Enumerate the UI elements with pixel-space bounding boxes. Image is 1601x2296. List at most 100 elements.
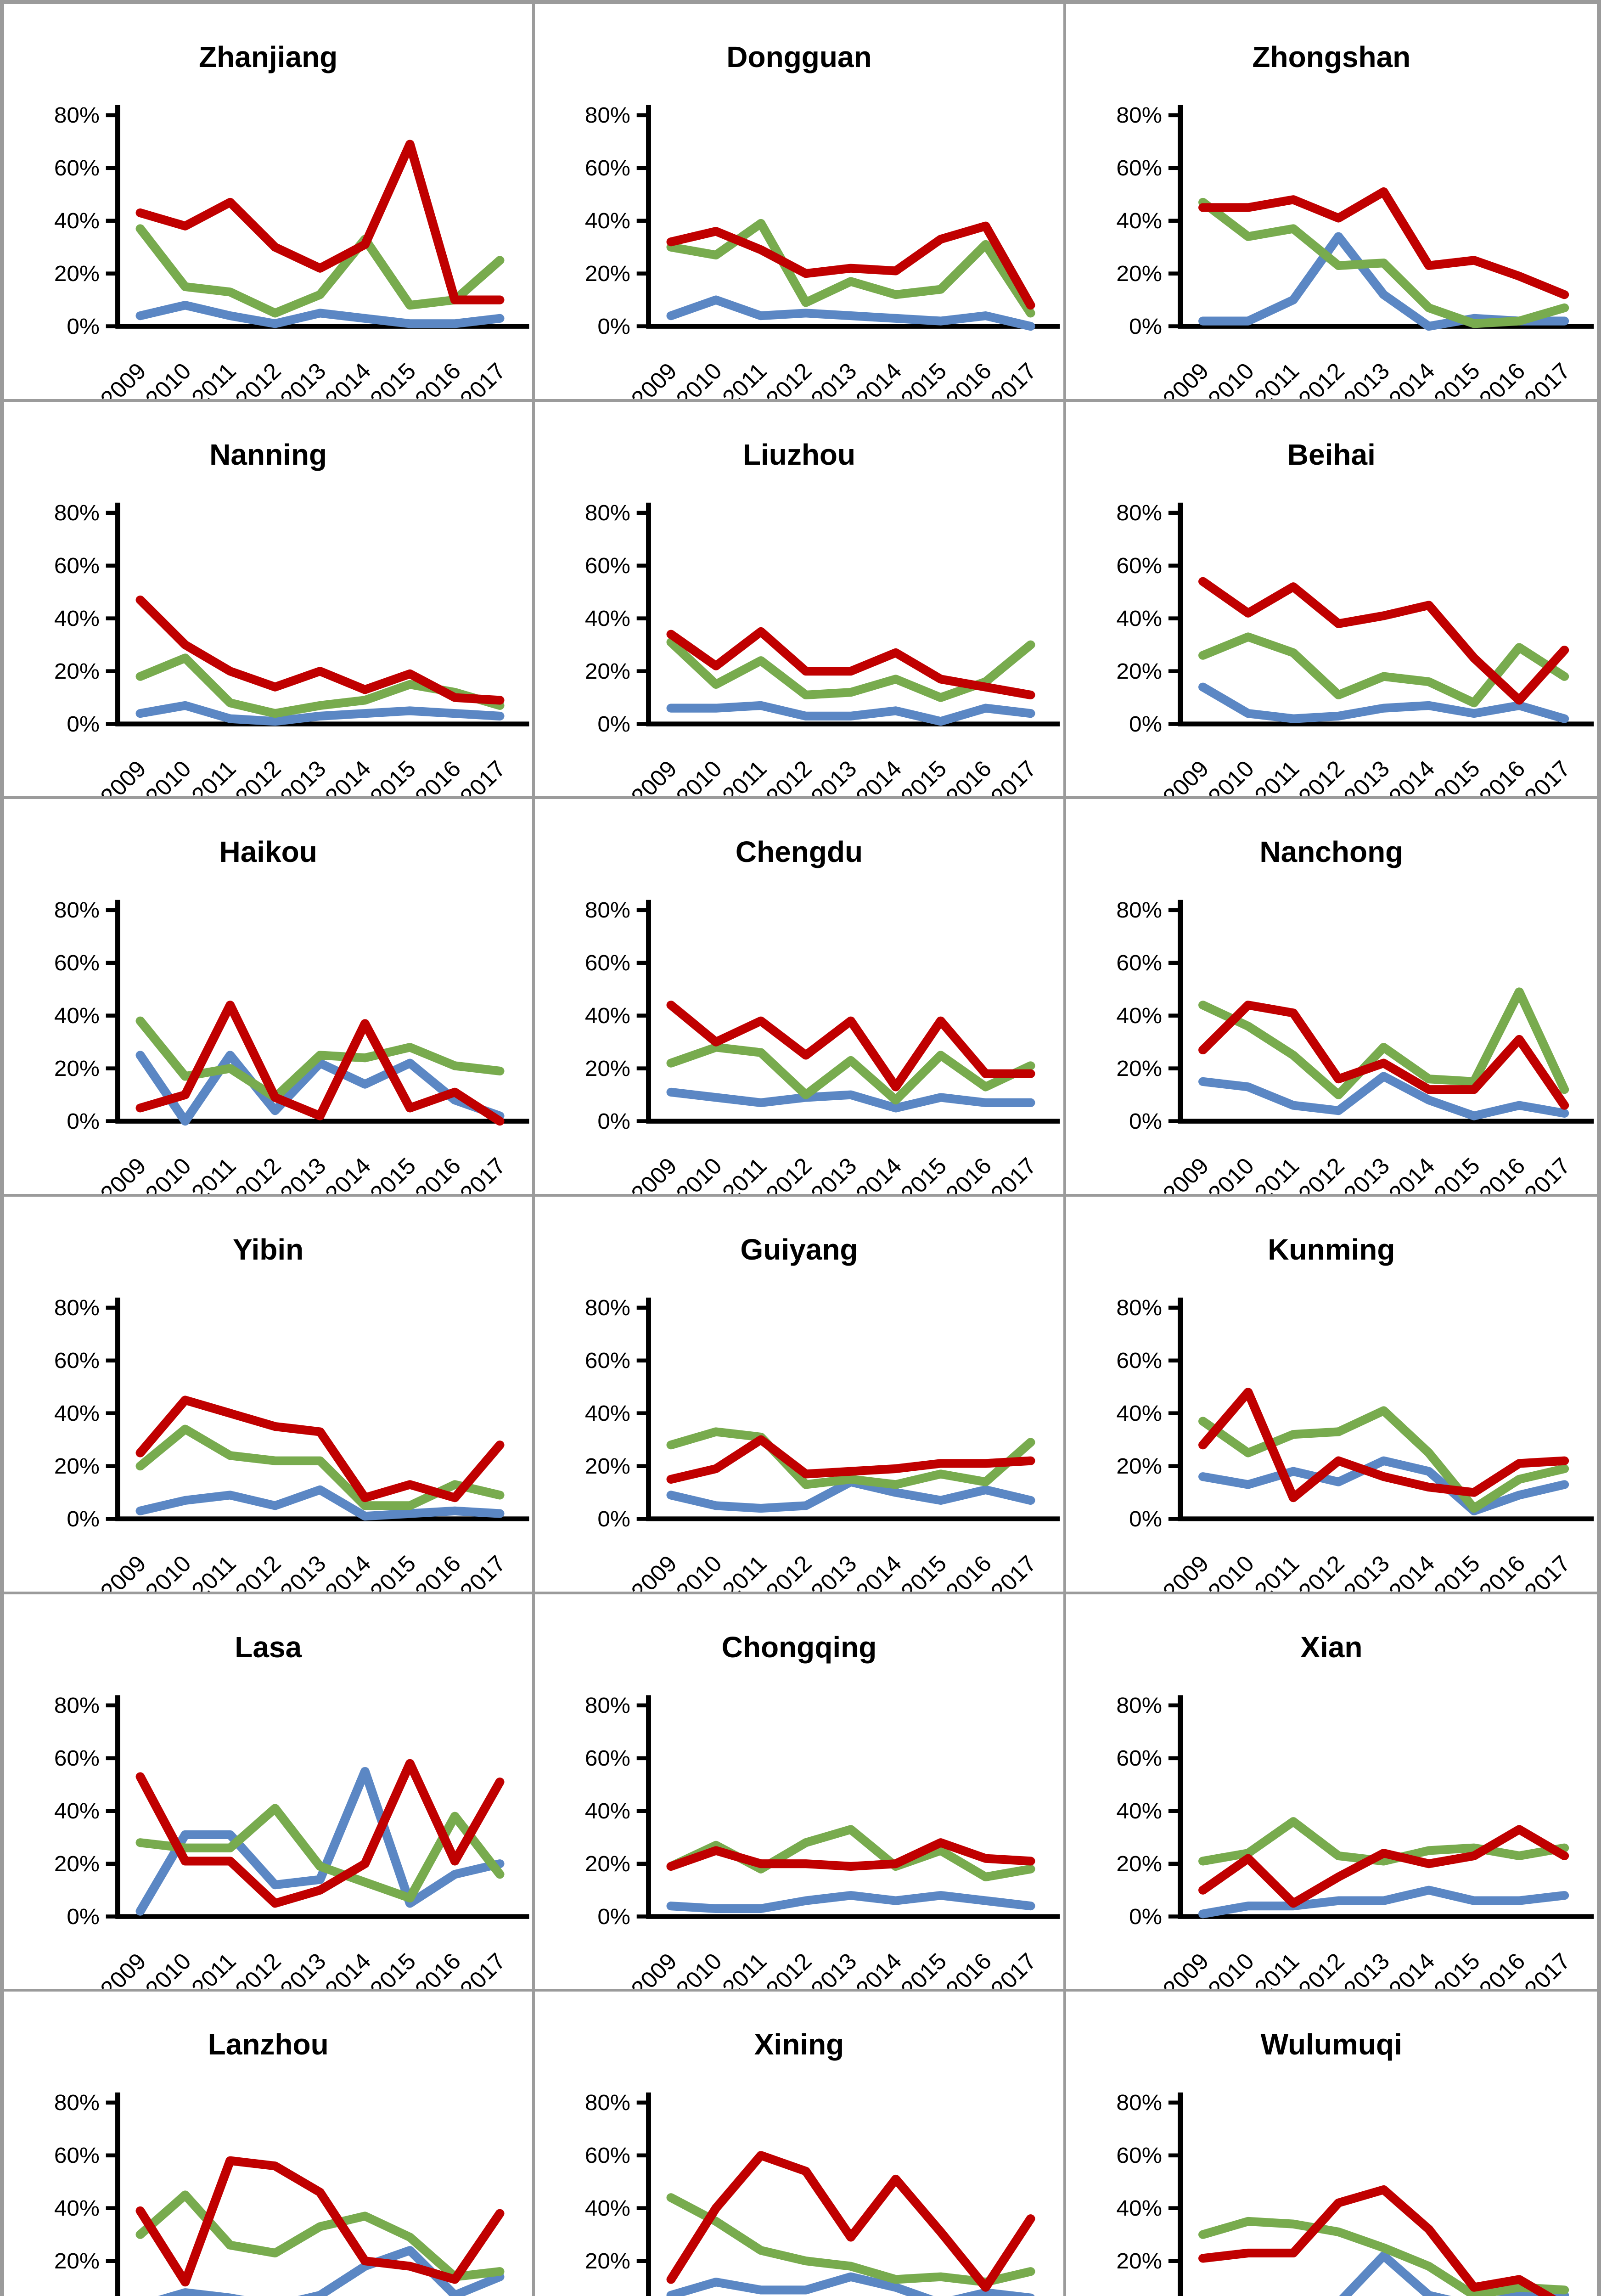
- y-tick-label: 80%: [1116, 1694, 1162, 1718]
- line-chart: 0%20%40%60%80%20092010201120122013201420…: [1116, 2091, 1569, 2296]
- y-tick-label: 40%: [1116, 1799, 1162, 1823]
- chart-title: Lasa: [235, 1630, 302, 1664]
- y-tick-label: 20%: [54, 659, 100, 683]
- y-tick-label: 80%: [585, 2091, 630, 2115]
- y-tick-label: 20%: [54, 1057, 100, 1081]
- series-industrial: [666, 1435, 1035, 1484]
- series-residential: [135, 1804, 505, 1902]
- y-tick-label: 80%: [54, 103, 100, 128]
- line-chart: 0%20%40%60%80%20092010201120122013201420…: [54, 2091, 505, 2296]
- y-tick-label: 40%: [585, 209, 630, 233]
- y-tick-label: 80%: [54, 2091, 100, 2115]
- y-tick-label: 40%: [1116, 606, 1162, 630]
- y-tick-label: 40%: [1116, 2196, 1162, 2221]
- chart-title: Dongguan: [726, 40, 872, 73]
- y-tick-label: 60%: [585, 553, 630, 578]
- y-tick-label: 80%: [54, 898, 100, 923]
- y-tick-label: 80%: [1116, 2091, 1162, 2115]
- chart-cell-chongqing: Chongqing 0% 20% 40% 60% 80% 2009 2010 2011 2012…: [535, 1594, 1066, 1992]
- series-industrial: [666, 1001, 1035, 1092]
- chart-title: Wulumuqi: [1260, 2028, 1402, 2061]
- y-tick-label: 80%: [585, 1693, 630, 1717]
- chart-cell-liuzhou: Liuzhou 0% 20% 40% 60% 80% 2009 2010 2011 2012 20…: [535, 401, 1066, 799]
- series-commercial: [135, 301, 505, 328]
- series-commercial: [666, 1088, 1035, 1113]
- series-commercial: [1198, 1072, 1569, 1121]
- y-tick-label: 60%: [54, 156, 100, 180]
- y-tick-label: 0%: [67, 1507, 100, 1531]
- series-residential: [135, 224, 505, 318]
- line-chart: 0%20%40%60%80%20092010201120122013201420…: [1116, 1694, 1594, 1989]
- series-commercial: [666, 701, 1035, 726]
- line-chart: 0%20%40%60%80%20092010201120122013201420…: [54, 1693, 529, 1989]
- y-tick-label: 60%: [54, 1349, 100, 1373]
- series-residential: [1198, 1406, 1569, 1513]
- series-industrial: [1198, 577, 1569, 705]
- y-tick-label: 0%: [1129, 1109, 1162, 1134]
- series-industrial: [666, 2151, 1035, 2292]
- line-chart: 0%20%40%60%80%20092010201120122013201420…: [585, 898, 1060, 1194]
- y-tick-label: 20%: [1116, 2249, 1162, 2273]
- y-tick-label: 80%: [54, 1693, 100, 1717]
- y-tick-label: 40%: [54, 209, 100, 233]
- chart-cell-wulumuqi: Wulumuqi 0%20%40%60%80%20092010201120122…: [1066, 1992, 1597, 2296]
- series-industrial: [1198, 1001, 1569, 1110]
- y-tick-label: 80%: [1116, 898, 1162, 923]
- y-tick-label: 80%: [1116, 1296, 1162, 1320]
- chart-cell-chengdu: Chengdu 0% 20% 40% 60% 80% 2009 2010 2011 2012 20…: [535, 799, 1066, 1197]
- chart-cell-dongguan: Dongguan 0% 20% 40% 60% 80% 2009 2010 2011 2012 2…: [535, 4, 1066, 402]
- chart-cell-lanzhou: Lanzhou 0%20%40%60%80%200920102011201220…: [4, 1992, 535, 2296]
- y-tick-label: 0%: [598, 1507, 631, 1531]
- chart-title: Xining: [754, 2028, 844, 2061]
- y-tick-label: 0%: [598, 1109, 631, 1134]
- y-tick-label: 0%: [67, 1904, 100, 1929]
- line-chart: 0%20%40%60%80%20092010201120122013201420…: [585, 501, 1060, 796]
- chart-cell-guiyang: Guiyang 0% 20% 40% 60% 80% 2009 2010 2011 2012 20…: [535, 1197, 1066, 1594]
- series-industrial: [135, 1396, 505, 1503]
- line-chart: 0%20%40%60%80%20092010201120122013201420…: [585, 1693, 1060, 1989]
- chart-cell-zhanjiang: Zhanjiang 0% 20% 40% 60% 80% 2009 2010 2011 2012…: [4, 4, 535, 402]
- line-chart: 0%20%40%60%80%20092010201120122013201420…: [1116, 1296, 1594, 1592]
- chart-cell-zhongshan: Zhongshan 0% 20% 40% 60% 80% 2009 2010 2011 2012…: [1066, 4, 1597, 402]
- y-tick-label: 60%: [585, 1349, 630, 1373]
- y-tick-label: 20%: [585, 1057, 630, 1081]
- y-tick-label: 20%: [585, 2249, 630, 2273]
- series-commercial: [1339, 2251, 1569, 2296]
- series-commercial: [135, 1767, 505, 1916]
- y-tick-label: 0%: [1129, 1904, 1162, 1929]
- y-tick-label: 80%: [585, 103, 630, 128]
- y-tick-label: 40%: [585, 1004, 630, 1028]
- line-chart: 0%20%40%60%80%20092010201120122013201420…: [54, 103, 529, 399]
- y-tick-label: 60%: [585, 1746, 630, 1770]
- series-residential: [1198, 632, 1569, 707]
- series-residential: [1198, 197, 1569, 328]
- y-tick-label: 20%: [1116, 1057, 1162, 1081]
- line-chart: 0%20%40%60%80%20092010201120122013201420…: [54, 1296, 529, 1592]
- chart-cell-yibin: Yibin 0% 20% 40% 60% 80% 2009 2010 2011 2012 2013…: [4, 1197, 535, 1594]
- y-tick-label: 60%: [54, 2144, 100, 2168]
- chart-cell-kunming: Kunming 0% 20% 40% 60% 80% 2009 2010 2011 2012 20…: [1066, 1197, 1597, 1594]
- series-industrial: [135, 2156, 505, 2287]
- line-chart: 0%20%40%60%80%20092010201120122013201420…: [54, 501, 529, 796]
- series-commercial: [666, 2272, 1035, 2296]
- series-industrial: [135, 140, 505, 304]
- chart-cell-nanchong: Nanchong 0% 20% 40% 60% 80% 2009 2010 2011 2012 2…: [1066, 799, 1597, 1197]
- series-commercial: [135, 1051, 505, 1126]
- line-chart: 0%20%40%60%80%20092010201120122013201420…: [54, 898, 529, 1194]
- series-commercial: [1198, 682, 1569, 723]
- chart-title: Beihai: [1287, 438, 1376, 471]
- y-tick-label: 80%: [1116, 501, 1162, 525]
- y-tick-label: 80%: [585, 501, 630, 525]
- series-residential: [1198, 987, 1569, 1100]
- line-chart: 0%20%40%60%80%20092010201120122013201420…: [1116, 898, 1594, 1194]
- chart-title: Liuzhou: [742, 438, 856, 471]
- y-tick-label: 0%: [1129, 315, 1162, 339]
- y-tick-label: 0%: [1129, 1507, 1162, 1531]
- chart-cell-nanning: Nanning 0% 20% 40% 60% 80% 2009 2010 2011 2012 20…: [4, 401, 535, 799]
- series-industrial: [135, 595, 505, 705]
- y-tick-label: 80%: [585, 898, 630, 923]
- y-tick-label: 40%: [54, 606, 100, 630]
- y-tick-label: 60%: [585, 156, 630, 180]
- y-tick-label: 80%: [54, 501, 100, 525]
- y-tick-label: 0%: [67, 712, 100, 736]
